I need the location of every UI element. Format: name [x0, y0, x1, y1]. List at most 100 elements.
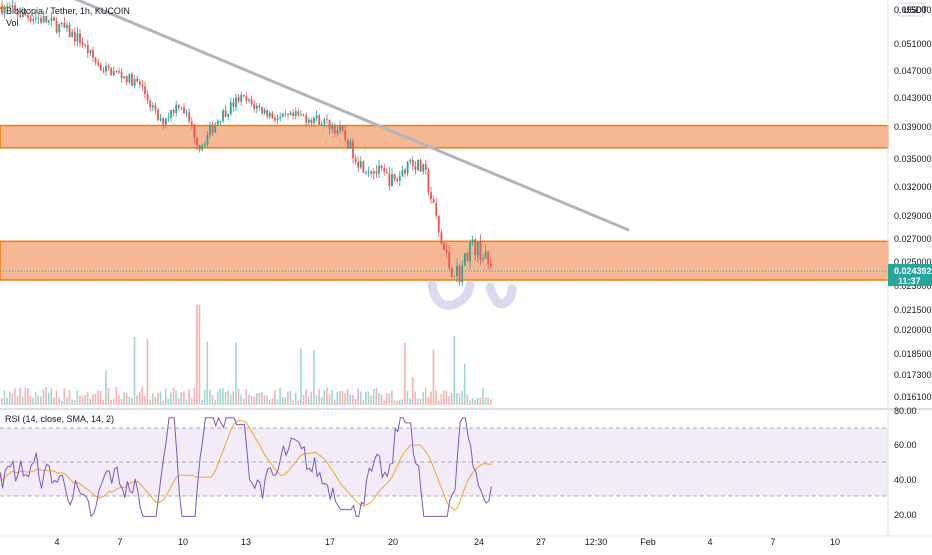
candle-body: [58, 24, 61, 33]
candle-body: [268, 112, 271, 117]
volume-bar: [242, 398, 245, 405]
resistance-zone-upper[interactable]: [0, 124, 889, 149]
volume-bar: [198, 305, 201, 405]
candle-body: [406, 161, 409, 174]
candle-body: [211, 125, 214, 133]
volume-bar: [463, 363, 466, 405]
candle-body: [263, 109, 266, 114]
candle-body: [258, 105, 261, 108]
smile-annotation[interactable]: [427, 280, 517, 310]
candle-body: [240, 94, 243, 102]
price-axis[interactable]: 0.055000 0.051000 0.047000 0.043000 0.039000…: [894, 5, 932, 402]
volume-bar: [320, 397, 323, 405]
volume-bar: [232, 391, 235, 405]
volume-bar: [1, 398, 3, 405]
candle-body: [183, 107, 185, 114]
candle-body: [359, 161, 362, 168]
resistance-zones[interactable]: [0, 124, 889, 281]
candle-body: [157, 109, 159, 121]
volume-bar: [211, 394, 214, 405]
candle-body: [281, 113, 284, 117]
candle-body: [123, 76, 126, 79]
candle-body: [11, 5, 14, 8]
volume-bar: [401, 399, 404, 405]
price-axis-tick: 0.032000: [894, 182, 932, 192]
time-axis-tick: 12:30: [585, 537, 608, 547]
volume-bar: [102, 399, 105, 405]
time-axis-tick: 10: [830, 537, 840, 547]
volume-bar: [380, 394, 383, 405]
candle-body: [474, 239, 477, 256]
symbol-title[interactable]: Bloktopia / Tether, 1h, KUCOIN: [6, 6, 130, 16]
candle-body: [34, 18, 37, 20]
volume-bar: [437, 400, 440, 405]
candle-body: [440, 232, 443, 244]
volume-bar: [349, 394, 352, 405]
volume-bar: [448, 395, 450, 405]
volume-bar: [209, 389, 211, 405]
candle-body: [370, 171, 373, 174]
volume-bar: [307, 396, 310, 405]
volume-bar: [487, 397, 489, 405]
volume-bar: [144, 395, 146, 405]
rsi-label[interactable]: RSI (14, close, SMA, 14, 2): [5, 414, 114, 424]
candle-body: [1, 5, 3, 14]
candle-body: [427, 169, 430, 193]
candle-body: [274, 118, 276, 121]
candle-body: [185, 112, 188, 114]
price-pane[interactable]: [0, 0, 888, 407]
volume-bar: [237, 388, 240, 405]
candle-body: [391, 174, 393, 187]
candle-body: [261, 107, 263, 114]
volume-label[interactable]: Vol: [6, 18, 19, 28]
candle-body: [144, 86, 146, 94]
candle-body: [27, 15, 29, 18]
volume-bar: [424, 387, 427, 405]
candle-body: [482, 258, 484, 260]
candle-body: [437, 215, 440, 233]
volume-bar: [261, 392, 263, 405]
candle-body: [37, 18, 40, 19]
volume-bar: [149, 399, 151, 405]
candle-body: [68, 25, 71, 38]
currency-button[interactable]: USDT: [897, 2, 928, 17]
rsi-axis[interactable]: 80.00 60.00 40.00 20.00: [894, 406, 917, 520]
candle-body: [89, 50, 92, 54]
volume-bar: [42, 389, 45, 405]
candle-body: [94, 57, 97, 63]
candle-body: [292, 112, 295, 117]
candle-body: [380, 165, 383, 169]
volume-bar: [245, 389, 248, 405]
volume-bar: [432, 349, 435, 405]
volume-bar: [115, 387, 118, 405]
candle-body: [409, 160, 412, 162]
candle-body: [245, 96, 248, 101]
candle-body: [445, 249, 448, 253]
volume-bar: [188, 388, 190, 405]
price-axis-tick: 0.055000: [894, 5, 932, 15]
candle-body: [414, 165, 417, 170]
time-axis[interactable]: 4 7 10 13 17 20 24 27 12:30 Feb 4 7 10: [54, 537, 840, 547]
candle-body: [232, 102, 235, 107]
candle-body: [32, 19, 35, 22]
candle-body: [105, 66, 107, 72]
volume-bar: [393, 399, 396, 405]
candle-body: [248, 99, 250, 101]
volume-bar: [146, 339, 149, 405]
candle-body: [40, 18, 42, 23]
candle-body: [47, 20, 50, 23]
descending-trendline[interactable]: [0, 0, 630, 232]
price-axis-tick: 0.043000: [894, 93, 932, 103]
annotation-stroke-left: [427, 280, 475, 310]
candle-body: [362, 161, 365, 173]
volume-bar: [32, 397, 34, 405]
candle-body: [190, 121, 193, 125]
candle-body: [219, 120, 222, 122]
volume-bar: [250, 395, 253, 405]
volume-bar: [53, 397, 55, 405]
candle-body: [471, 239, 474, 243]
candle-body: [346, 139, 349, 149]
volume-bar: [138, 391, 141, 405]
volume-bar: [388, 393, 391, 405]
